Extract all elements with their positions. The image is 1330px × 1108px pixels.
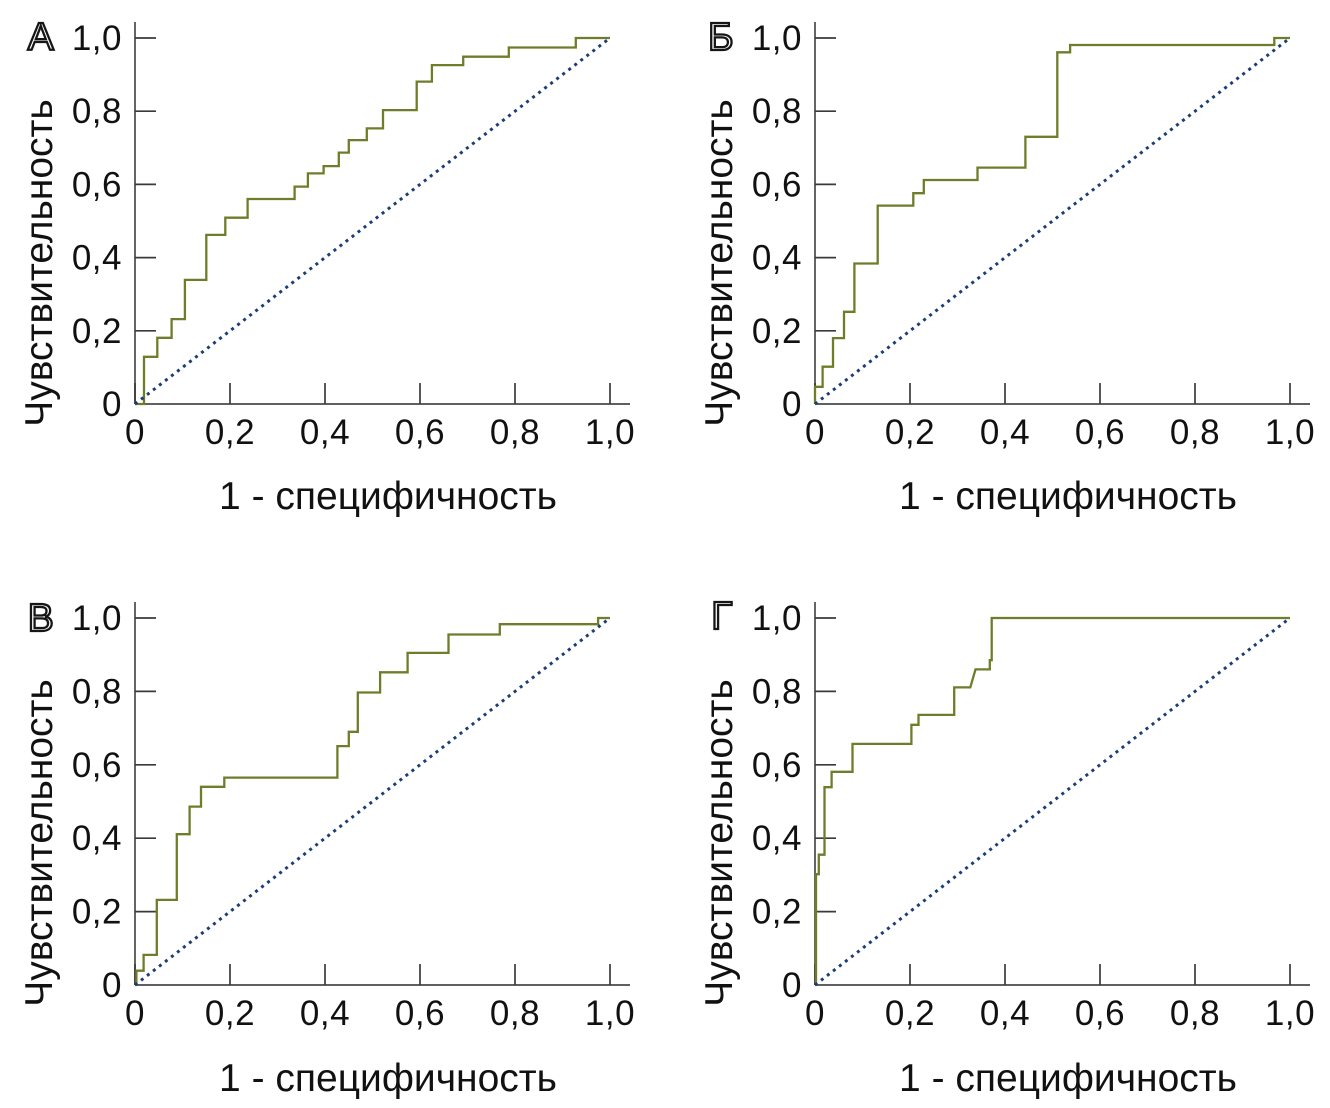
- reference-line: [814, 36, 1291, 406]
- y-tick-label: 0,6: [72, 165, 122, 204]
- reference-line: [134, 616, 611, 987]
- x-tick-label: 0,8: [1170, 413, 1220, 452]
- y-tick-label: 0,4: [72, 239, 122, 278]
- y-tick-label: 0,2: [752, 893, 802, 932]
- reference-line: [814, 616, 1291, 987]
- y-tick-label: 0,2: [752, 312, 802, 351]
- y-tick-label: 0,6: [72, 746, 122, 785]
- x-tick-label: 0,6: [395, 413, 445, 452]
- y-tick-label: 0,2: [72, 312, 122, 351]
- roc-curve: [813, 36, 1290, 404]
- y-tick-label: 0: [782, 966, 802, 1005]
- x-tick-label: 1,0: [1265, 994, 1315, 1033]
- panel-b-x-axis-label: 1 - специфичность: [899, 475, 1237, 518]
- y-tick-label: 1,0: [72, 599, 122, 638]
- x-tick-label: 0: [805, 413, 825, 452]
- panel-a: 0 0,2 0,4 0,6 0,8 1,0 0 0,2 0,4 0,6 0,8 1,0: [72, 19, 635, 452]
- y-tick-label: 0,4: [752, 819, 802, 858]
- panel-v-letter: В: [27, 596, 55, 641]
- y-tick-label: 0,2: [72, 893, 122, 932]
- x-tick-label: 0,4: [300, 994, 350, 1033]
- x-tick-label: 0: [125, 413, 145, 452]
- x-tick-label: 0,4: [300, 413, 350, 452]
- roc-curve: [814, 616, 1290, 987]
- y-tick-label: 0,8: [72, 92, 122, 131]
- panel-g-x-axis-label: 1 - специфичность: [899, 1057, 1237, 1100]
- x-tick-label: 0: [125, 994, 145, 1033]
- x-tick-label: 0,6: [1075, 994, 1125, 1033]
- x-tick-label: 1,0: [585, 994, 635, 1033]
- y-tick-label: 0,4: [72, 819, 122, 858]
- x-tick-label: 0,2: [205, 994, 255, 1033]
- x-tick-label: 0,4: [980, 994, 1030, 1033]
- y-tick-label: 0,4: [752, 239, 802, 278]
- y-tick-label: 0: [782, 385, 802, 424]
- roc-curve: [135, 36, 610, 406]
- x-tick-label: 0,8: [490, 413, 540, 452]
- y-tick-label: 1,0: [752, 599, 802, 638]
- x-tick-label: 0,4: [980, 413, 1030, 452]
- x-tick-label: 0: [805, 994, 825, 1033]
- panel-g: 0 0,2 0,4 0,6 0,8 1,0 0 0,2 0,4 0,6 0,8 1,0: [752, 599, 1315, 1033]
- panel-v: 0 0,2 0,4 0,6 0,8 1,0 0 0,2 0,4 0,6 0,8 1,0: [72, 599, 635, 1033]
- y-tick-label: 0: [102, 385, 122, 424]
- x-tick-label: 0,6: [395, 994, 445, 1033]
- y-tick-label: 0,6: [752, 746, 802, 785]
- panel-b-y-axis-label: Чувствительность: [698, 99, 741, 427]
- y-tick-label: 0,8: [752, 92, 802, 131]
- panel-b-letter: Б: [707, 15, 735, 60]
- y-tick-label: 0: [102, 966, 122, 1005]
- x-tick-label: 0,8: [490, 994, 540, 1033]
- y-tick-label: 0,8: [752, 672, 802, 711]
- panel-a-letter: А: [27, 15, 55, 60]
- y-tick-label: 1,0: [752, 19, 802, 58]
- x-tick-label: 1,0: [1265, 413, 1315, 452]
- y-tick-label: 0,6: [752, 165, 802, 204]
- panel-b: 0 0,2 0,4 0,6 0,8 1,0 0 0,2 0,4 0,6 0,8 1,0: [752, 19, 1315, 452]
- x-tick-label: 0,2: [885, 413, 935, 452]
- x-tick-label: 1,0: [585, 413, 635, 452]
- roc-curve: [135, 616, 610, 987]
- panel-g-y-axis-label: Чувствительность: [698, 679, 741, 1007]
- panel-g-letter: Г: [710, 594, 733, 639]
- x-tick-label: 0,6: [1075, 413, 1125, 452]
- reference-line: [134, 36, 611, 406]
- y-tick-label: 1,0: [72, 19, 122, 58]
- y-tick-label: 0,8: [72, 672, 122, 711]
- x-tick-label: 0,2: [885, 994, 935, 1033]
- panel-v-y-axis-label: Чувствительность: [18, 679, 61, 1007]
- panel-a-y-axis-label: Чувствительность: [18, 99, 61, 427]
- panel-v-x-axis-label: 1 - специфичность: [219, 1057, 557, 1100]
- panel-a-x-axis-label: 1 - специфичность: [219, 475, 557, 518]
- x-tick-label: 0,2: [205, 413, 255, 452]
- x-tick-label: 0,8: [1170, 994, 1220, 1033]
